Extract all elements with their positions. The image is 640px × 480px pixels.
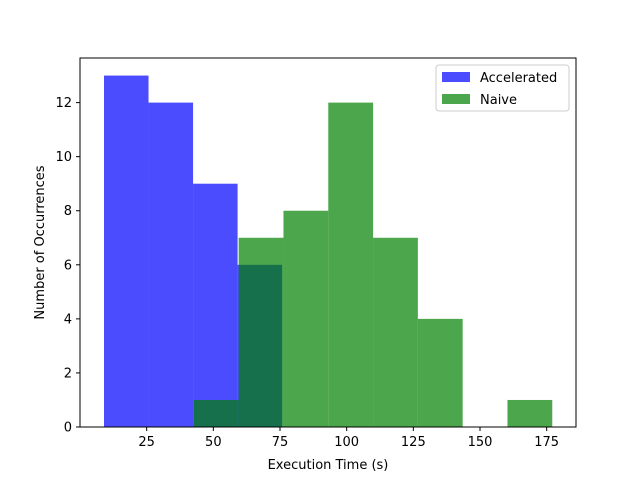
x-tick-label: 150: [468, 435, 493, 450]
accelerated-bar-2: [193, 183, 238, 427]
naive-legend-label: Naive: [480, 93, 517, 108]
naive-bar-6: [507, 399, 553, 427]
accelerated-bar-1: [148, 102, 194, 427]
x-tick-label: 175: [534, 435, 559, 450]
naive-bar-0: [193, 399, 239, 427]
y-tick-label: 2: [64, 366, 72, 381]
y-axis-ticks: 0 2 4 6 8 10 12: [55, 96, 80, 436]
accelerated-bar-0: [104, 75, 149, 428]
plot-frame: [79, 57, 577, 428]
y-tick-label: 0: [64, 421, 72, 436]
accelerated-legend-swatch: [442, 72, 470, 82]
x-tick-label: 75: [272, 435, 289, 450]
accelerated-legend-label: Accelerated: [480, 71, 557, 86]
legend: Accelerated Naive: [435, 64, 570, 112]
naive-legend-swatch: [442, 94, 470, 104]
y-axis-label: Number of Occurrences: [33, 165, 48, 319]
y-tick-label: 10: [55, 150, 72, 165]
y-tick-label: 12: [55, 96, 72, 111]
x-tick-label: 25: [138, 435, 155, 450]
y-tick-label: 4: [64, 312, 72, 327]
y-tick-label: 8: [64, 204, 72, 219]
x-tick-label: 100: [334, 435, 359, 450]
naive-bar-2: [283, 210, 329, 427]
naive-bar-5: [417, 318, 463, 427]
x-axis-ticks: 25 50 75 100 125 150 175: [138, 427, 559, 450]
bars-layer: [104, 75, 553, 428]
x-tick-label: 50: [205, 435, 222, 450]
naive-bar-3: [328, 102, 374, 427]
y-tick-label: 6: [64, 258, 72, 273]
naive-bar-1: [238, 237, 284, 427]
x-axis-label: Execution Time (s): [268, 458, 389, 473]
x-tick-label: 125: [401, 435, 426, 450]
naive-bar-4: [373, 237, 418, 427]
